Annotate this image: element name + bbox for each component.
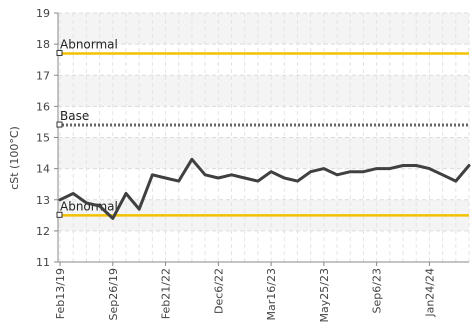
y-tick-label: 18 bbox=[36, 38, 50, 51]
data-point bbox=[335, 173, 339, 177]
data-point bbox=[283, 176, 286, 180]
data-point bbox=[177, 179, 180, 183]
y-tick-label: 12 bbox=[36, 225, 50, 238]
data-point bbox=[296, 179, 299, 183]
data-point bbox=[428, 167, 431, 170]
axes bbox=[54, 12, 469, 266]
tick-labels: 11 12 13 14 15 16 17 18 19 Feb13/19 Sep26/19 Feb21/… bbox=[36, 7, 436, 322]
data-point bbox=[415, 164, 418, 167]
reference-lines: Abnormal Base Abnormal bbox=[56, 37, 469, 218]
x-tick-label: Feb13/19 bbox=[54, 268, 67, 319]
data-point bbox=[71, 192, 75, 195]
reference-marker bbox=[56, 121, 63, 128]
data-point bbox=[151, 173, 154, 177]
grid-band bbox=[58, 75, 469, 107]
y-tick-label: 17 bbox=[36, 69, 50, 82]
y-tick-label: 15 bbox=[36, 132, 50, 145]
plot-bands bbox=[58, 13, 469, 231]
x-tick-label: Dec6/22 bbox=[212, 268, 225, 314]
data-point bbox=[230, 173, 233, 177]
y-tick-label: 13 bbox=[36, 194, 50, 207]
series-line bbox=[58, 157, 471, 220]
y-tick-label: 19 bbox=[36, 7, 50, 20]
data-point bbox=[454, 179, 458, 183]
y-tick-label: 16 bbox=[36, 100, 50, 113]
data-point bbox=[217, 176, 220, 180]
y-tick-label: 11 bbox=[36, 256, 50, 269]
x-tick-label: Jan24/24 bbox=[423, 268, 436, 318]
reference-label: Abnormal bbox=[60, 37, 118, 51]
data-point bbox=[137, 207, 141, 211]
reference-label: Base bbox=[60, 109, 89, 123]
x-tick-label: Sep6/23 bbox=[371, 268, 384, 313]
x-tick-label: Sep26/19 bbox=[107, 268, 120, 320]
x-tick-label: Mar16/23 bbox=[265, 268, 278, 320]
y-axis-label: cSt (100°C) bbox=[8, 126, 21, 190]
grid-band bbox=[58, 137, 469, 169]
x-tick-label: Feb21/22 bbox=[160, 268, 173, 319]
data-point bbox=[111, 217, 114, 220]
data-point bbox=[375, 167, 378, 170]
data-point bbox=[190, 158, 194, 161]
series-layer bbox=[58, 157, 471, 220]
data-point bbox=[309, 170, 312, 173]
data-point bbox=[85, 201, 88, 205]
data-point bbox=[256, 179, 260, 183]
data-point bbox=[269, 170, 273, 173]
data-point bbox=[203, 173, 207, 177]
grid-band bbox=[58, 13, 469, 45]
reference-marker bbox=[56, 211, 63, 218]
data-point bbox=[124, 192, 128, 195]
reference-marker bbox=[56, 49, 63, 56]
data-point bbox=[98, 204, 101, 208]
data-point bbox=[164, 176, 167, 180]
data-point bbox=[243, 176, 246, 180]
data-point bbox=[388, 167, 392, 170]
data-point bbox=[401, 164, 405, 167]
reference-label: Abnormal bbox=[60, 199, 118, 213]
x-tick-label: May25/23 bbox=[318, 268, 331, 322]
data-point bbox=[441, 173, 444, 177]
data-point bbox=[58, 198, 62, 201]
data-point bbox=[349, 170, 352, 173]
data-point bbox=[467, 164, 471, 167]
y-tick-label: 14 bbox=[36, 163, 50, 176]
data-point bbox=[362, 170, 365, 173]
data-point bbox=[322, 167, 326, 170]
